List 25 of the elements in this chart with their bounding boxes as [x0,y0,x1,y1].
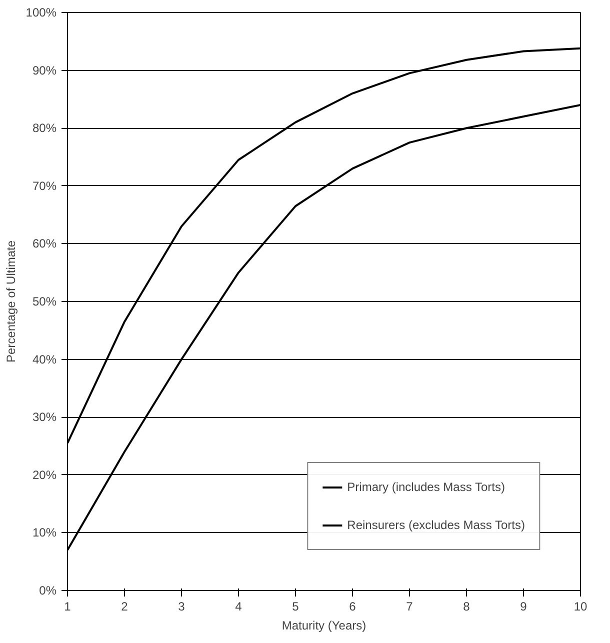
y-tick-label: 40% [32,352,57,366]
y-tick-label: 100% [26,6,57,20]
x-tick-label: 7 [406,600,414,614]
x-tick-label: 2 [121,600,128,614]
x-tick-label: 4 [235,600,242,614]
x-axis-title: Maturity (Years) [282,618,366,632]
x-tick-label: 5 [292,600,300,614]
y-tick-label: 50% [32,294,57,308]
x-tick-label: 9 [520,600,528,614]
y-tick-label: 20% [32,468,57,482]
x-tick-label: 1 [64,600,72,614]
x-tick-label: 10 [574,600,588,614]
y-tick-label: 30% [32,410,57,424]
legend-label: Primary (includes Mass Torts) [347,480,505,494]
y-tick-label: 10% [32,526,57,540]
y-tick-label: 0% [39,584,57,598]
x-tick-label: 8 [463,600,470,614]
y-axis-title: Percentage of Ultimate [4,240,18,363]
y-tick-label: 80% [32,121,57,136]
y-tick-label: 60% [32,236,57,251]
x-tick-label: 6 [349,600,356,614]
y-tick-label: 70% [32,178,57,193]
x-tick-label: 3 [178,600,186,614]
y-tick-label: 90% [32,63,57,78]
legend-label: Reinsurers (excludes Mass Torts) [347,518,525,532]
